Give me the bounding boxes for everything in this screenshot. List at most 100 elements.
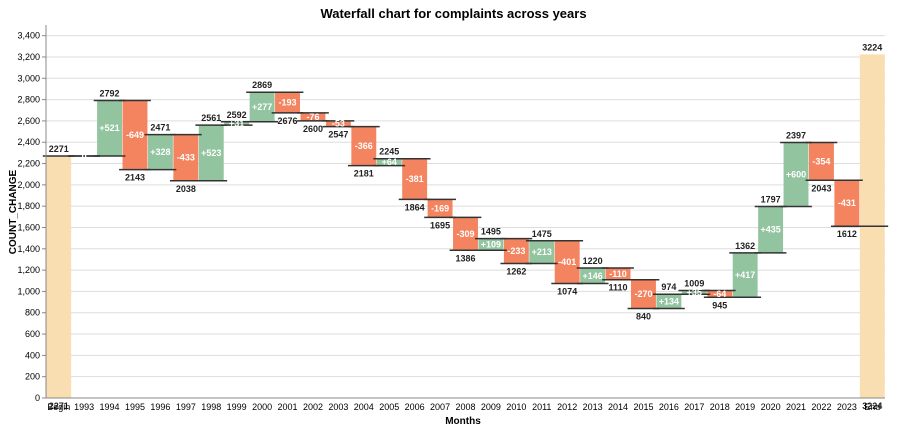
top-value-label: 974 (661, 282, 676, 292)
x-tick-label: 2000 (252, 402, 272, 412)
x-tick-label: 2001 (278, 402, 298, 412)
top-value-label: 1009 (684, 278, 704, 288)
bottom-value-label: 2547 (328, 130, 348, 140)
top-value-label: 2397 (786, 131, 806, 141)
top-value-label: 3224 (862, 42, 882, 52)
x-tick-label: 2010 (506, 402, 526, 412)
bar-1998 (198, 125, 224, 181)
change-label: -649 (126, 130, 144, 140)
x-tick-label: 2023 (837, 402, 857, 412)
bar-2007 (427, 199, 453, 218)
change-label: -169 (431, 203, 449, 213)
x-tick-label: 2011 (532, 402, 551, 412)
top-value-label: 2869 (252, 80, 272, 90)
bar-Begin (46, 155, 72, 398)
x-tick-label: 2014 (608, 402, 628, 412)
change-label: -233 (507, 246, 525, 256)
bar-1996 (147, 134, 173, 170)
y-tick-label: 2,600 (17, 116, 40, 126)
y-tick-label: 400 (25, 350, 40, 360)
y-tick-label: 200 (25, 372, 40, 382)
chart-title: Waterfall chart for complaints across ye… (320, 6, 587, 21)
change-label: +35 (687, 287, 702, 297)
top-value-label: 2271 (49, 144, 69, 154)
bar-2018 (707, 290, 733, 298)
x-tick-label: 1999 (227, 402, 247, 412)
change-label: -309 (456, 229, 474, 239)
bar-2013 (580, 267, 606, 284)
bottom-value-label: 2676 (278, 116, 298, 126)
y-tick-label: 0 (35, 393, 40, 403)
x-tick-label: 2012 (557, 402, 577, 412)
top-value-label: 1797 (761, 194, 781, 204)
x-tick-label: 1998 (201, 402, 221, 412)
x-tick-label: 2021 (786, 402, 806, 412)
change-label: +213 (532, 247, 552, 257)
y-tick-label: 2,800 (17, 95, 40, 105)
x-tick-label: 2015 (633, 402, 653, 412)
bar-2005 (376, 158, 402, 166)
axes: COUNT_CHANGE Months 0 200 400 600 800 1,000 1,… (8, 25, 885, 427)
x-tick-label: 2005 (379, 402, 399, 412)
y-axis-title: COUNT_CHANGE (8, 169, 19, 254)
x-tick-label: Begin (47, 402, 70, 412)
top-value-label: 2792 (100, 88, 120, 98)
change-label: +146 (582, 271, 602, 281)
bar-2023 (834, 180, 860, 227)
bottom-value-label: 840 (636, 311, 651, 321)
bar-2020 (758, 206, 784, 253)
change-label: -270 (634, 289, 652, 299)
x-tick-label: 2002 (303, 402, 323, 412)
change-label: -431 (838, 198, 856, 208)
change-label: +417 (735, 270, 755, 280)
bar-2010 (503, 238, 529, 264)
y-tick-label: 1,000 (17, 286, 40, 296)
y-tick-label: 2,200 (17, 159, 40, 169)
top-value-label: 2592 (227, 110, 247, 120)
bottom-value-label: 2043 (811, 183, 831, 193)
x-tick-label: 1997 (176, 402, 196, 412)
change-label: -354 (812, 156, 830, 166)
bar-2001 (275, 92, 300, 113)
x-tick-label: 2016 (659, 402, 679, 412)
x-tick-label: 2017 (684, 402, 704, 412)
top-value-label: 2245 (379, 147, 399, 157)
y-tick-label: 800 (25, 308, 40, 318)
y-tick-label: 1,400 (17, 244, 40, 254)
change-label: +134 (659, 296, 679, 306)
change-label: +435 (760, 225, 780, 235)
x-tick-label: 1995 (125, 402, 145, 412)
change-label: -381 (406, 174, 424, 184)
change-label: -53 (332, 119, 345, 129)
change-label: -433 (177, 153, 195, 163)
bottom-value-label: 1074 (557, 287, 577, 297)
x-tick-label: 2019 (735, 402, 755, 412)
x-axis-title: Months (445, 416, 481, 427)
x-tick-label: 2013 (583, 402, 603, 412)
bottom-value-label: 2143 (125, 173, 145, 183)
change-label: -76 (306, 112, 319, 122)
change-label: -110 (609, 269, 627, 279)
y-tick-label: 3,000 (17, 73, 40, 83)
bar-2022 (808, 142, 834, 181)
bottom-value-label: 1386 (455, 253, 475, 263)
y-tick-label: 600 (25, 329, 40, 339)
bottom-value-label: 1695 (430, 220, 450, 230)
bar-1995 (122, 100, 148, 170)
change-label: -193 (279, 98, 297, 108)
y-tick-label: 2,000 (17, 180, 40, 190)
bottom-value-label: 3224 (862, 401, 882, 411)
y-tick-label: 2,400 (17, 137, 40, 147)
y-tick-label: 1,200 (17, 265, 40, 275)
change-label: +64 (382, 157, 397, 167)
bar-2019 (732, 252, 758, 298)
change-label: 0 (82, 151, 87, 161)
top-value-label: 1220 (583, 256, 603, 266)
bottom-value-label: 2600 (303, 124, 323, 134)
bar-1994 (97, 100, 123, 156)
bottom-value-label: 1262 (506, 267, 526, 277)
bar-2004 (351, 126, 377, 166)
change-label: -366 (355, 141, 373, 151)
x-tick-label: 1993 (74, 402, 94, 412)
y-tick-label: 3,200 (17, 52, 40, 62)
